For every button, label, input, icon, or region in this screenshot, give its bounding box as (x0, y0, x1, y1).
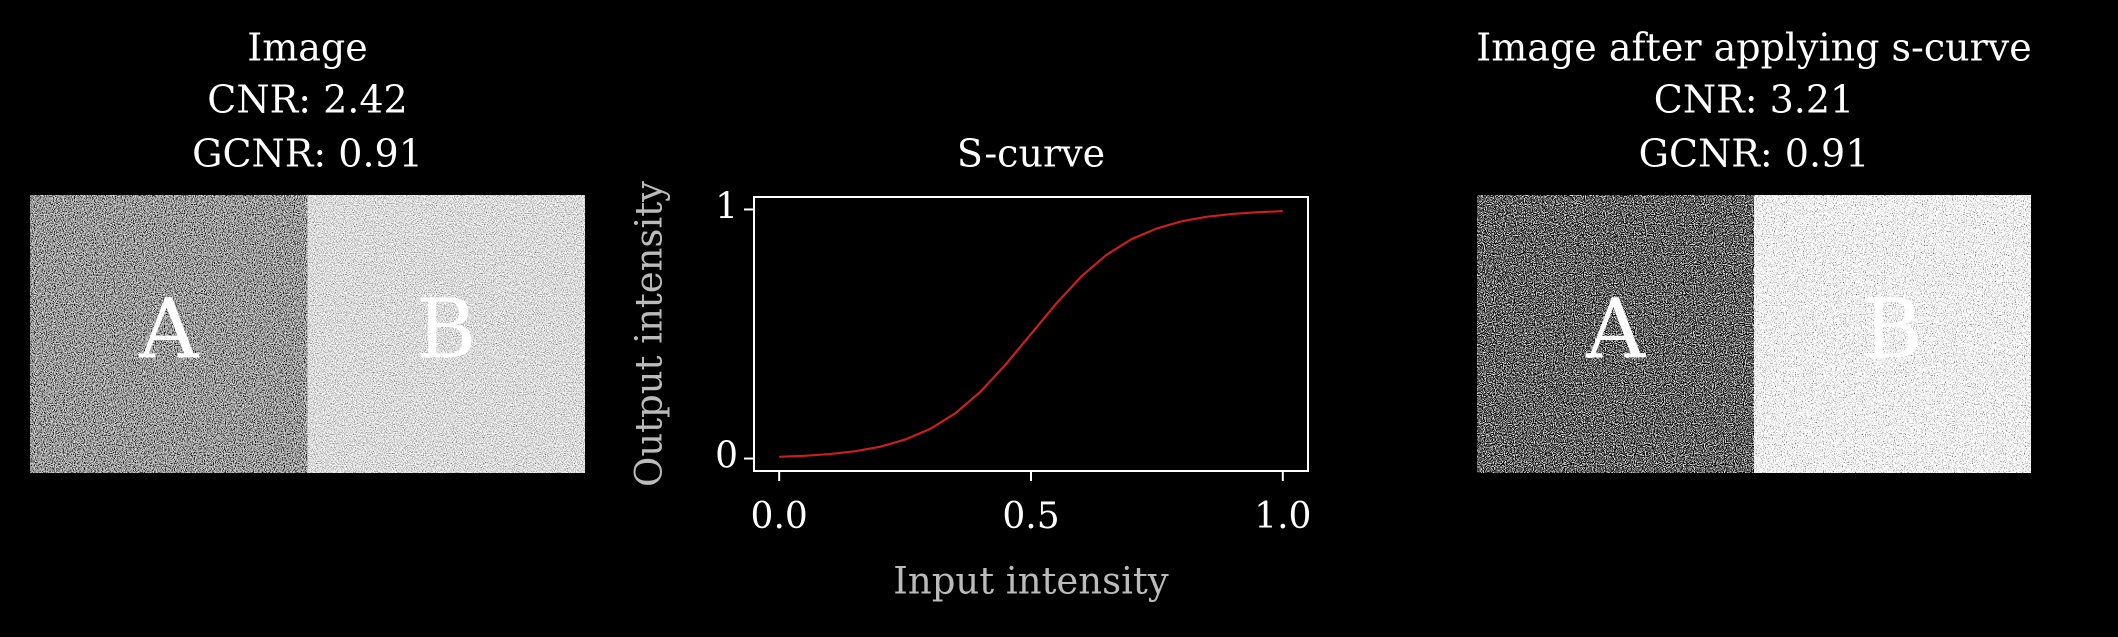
panel-title: GCNR: 0.91 (1639, 132, 1870, 176)
region-label: A (138, 283, 200, 378)
y-tick-label: 0 (715, 436, 738, 477)
x-tick-label: 0.5 (1002, 496, 1059, 537)
region-label: B (416, 283, 476, 378)
region-label: B (1862, 283, 1922, 378)
panel-title: CNR: 3.21 (1654, 78, 1854, 122)
noise-region (1477, 195, 1754, 473)
region-label: A (1585, 283, 1647, 378)
panel-title: GCNR: 0.91 (192, 132, 423, 176)
panel-title: CNR: 2.42 (207, 78, 407, 122)
panel-title: Image after applying s-curve (1476, 26, 2032, 70)
x-tick-label: 0.0 (751, 496, 808, 537)
noise-region (307, 195, 585, 473)
curve (779, 210, 1283, 458)
noise-region (30, 195, 308, 473)
x-tick-label: 1.0 (1254, 496, 1311, 537)
panel-title: Image (247, 26, 368, 70)
x-axis-label: Input intensity (893, 560, 1169, 603)
y-tick-label: 1 (715, 186, 738, 227)
y-axis-label: Output intensity (628, 181, 671, 487)
noise-region (1754, 195, 2031, 473)
panel-title: S-curve (957, 132, 1105, 176)
